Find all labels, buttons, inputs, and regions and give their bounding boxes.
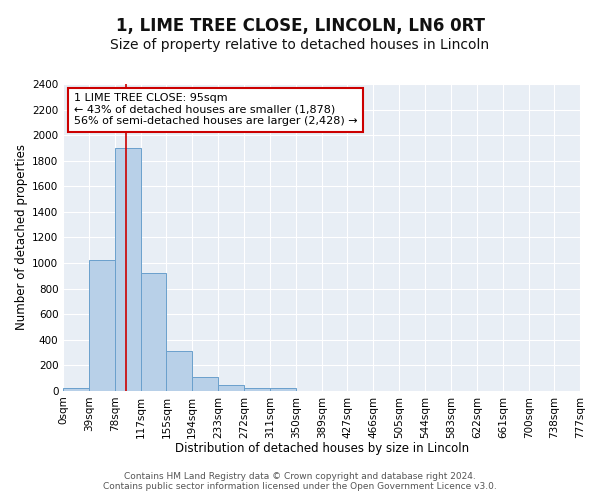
Bar bbox=[63, 388, 89, 391]
Text: Contains public sector information licensed under the Open Government Licence v3: Contains public sector information licen… bbox=[103, 482, 497, 491]
Bar bbox=[244, 388, 270, 391]
Bar bbox=[192, 378, 218, 391]
Bar bbox=[89, 260, 115, 391]
Bar bbox=[218, 385, 244, 391]
X-axis label: Distribution of detached houses by size in Lincoln: Distribution of detached houses by size … bbox=[175, 442, 469, 455]
Text: Size of property relative to detached houses in Lincoln: Size of property relative to detached ho… bbox=[110, 38, 490, 52]
Bar bbox=[141, 273, 166, 391]
Text: Contains HM Land Registry data © Crown copyright and database right 2024.: Contains HM Land Registry data © Crown c… bbox=[124, 472, 476, 481]
Text: 1 LIME TREE CLOSE: 95sqm
← 43% of detached houses are smaller (1,878)
56% of sem: 1 LIME TREE CLOSE: 95sqm ← 43% of detach… bbox=[74, 93, 357, 126]
Text: 1, LIME TREE CLOSE, LINCOLN, LN6 0RT: 1, LIME TREE CLOSE, LINCOLN, LN6 0RT bbox=[115, 18, 485, 36]
Bar bbox=[166, 350, 192, 391]
Y-axis label: Number of detached properties: Number of detached properties bbox=[15, 144, 28, 330]
Bar bbox=[115, 148, 141, 391]
Bar bbox=[270, 388, 296, 391]
